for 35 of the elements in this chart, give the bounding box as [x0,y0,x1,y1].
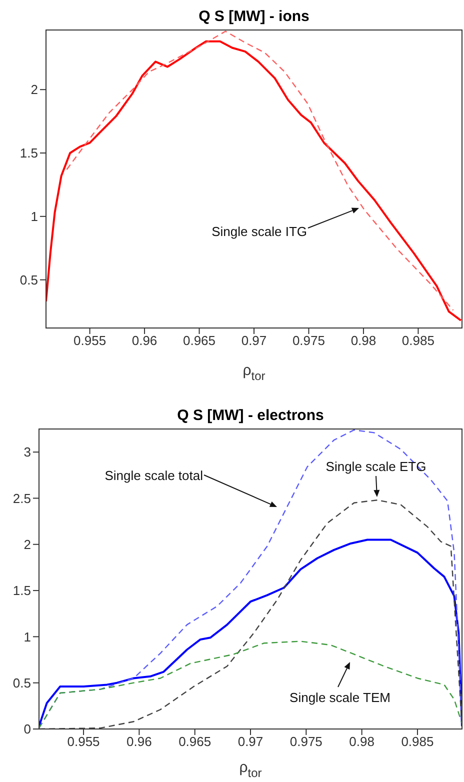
x-tick-label: 0.985 [401,734,434,750]
chart-title: Q S [MW] - ions [198,8,310,25]
x-axis-title: ρ$_{tor}$ [239,759,262,780]
x-tick-label: 0.975 [290,734,322,750]
annotation: Single scale ETG [326,459,426,474]
x-tick-label: 0.975 [292,333,326,348]
y-tick-label: 2 [30,82,38,98]
y-tick-label: 2.5 [12,490,31,506]
x-tick-label: 0.96 [132,333,158,348]
x-axis-title: ρ$_{tor}$ [242,362,266,383]
x-tick-label: 0.97 [241,333,267,348]
x-tick-label: 0.97 [238,734,264,750]
line-series [39,640,462,729]
y-tick-label: 1 [24,629,31,644]
chart-title: Q S [MW] - electrons [177,407,324,424]
annotation: Single scale ITG [212,224,307,239]
y-tick-label: 2 [24,537,31,552]
x-tick-label: 0.985 [402,333,434,348]
x-tick-label: 0.98 [350,333,376,348]
y-tick-label: 3 [24,444,31,460]
y-tick-label: 0.5 [20,272,38,288]
y-tick-label: 1.5 [20,146,38,161]
annotation: Single scale total [104,468,204,483]
y-tick-label: 0.5 [12,675,31,690]
annotation: Single scale TEM [290,690,390,705]
x-tick-label: 0.965 [182,333,216,348]
line-series [39,538,462,728]
x-tick-label: 0.965 [178,734,212,750]
x-tick-label: 0.955 [74,333,106,348]
y-tick-label: 1.5 [12,583,31,598]
x-tick-label: 0.955 [67,734,100,750]
x-tick-label: 0.98 [349,734,374,750]
y-tick-label: 1 [30,209,38,224]
y-tick-label: 0 [24,722,31,737]
x-tick-label: 0.96 [126,734,152,750]
